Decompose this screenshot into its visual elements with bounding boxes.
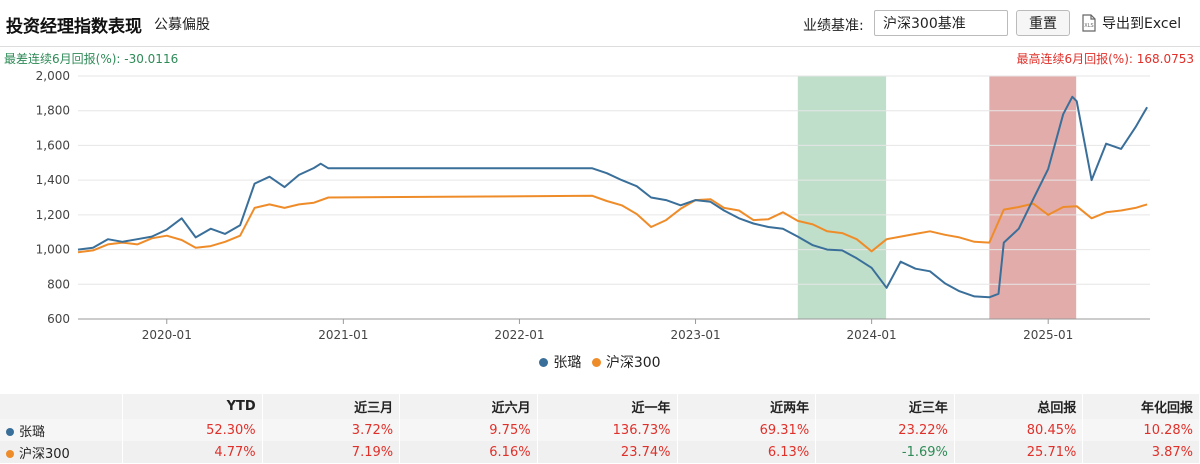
table-cell: 52.30% bbox=[122, 419, 263, 441]
y-tick-label: 1,000 bbox=[36, 243, 70, 257]
table-row: 张璐 52.30% 3.72% 9.75% 136.73% 69.31% 23.… bbox=[0, 419, 1200, 441]
worst-6m-return: 最差连续6月回报(%): -30.0116 bbox=[4, 52, 179, 66]
y-tick-label: 2,000 bbox=[36, 69, 70, 83]
table-cell: 3.87% bbox=[1082, 441, 1200, 463]
performance-chart: 600 800 1,000 1,200 1,400 1,600 1,800 2,000 2020… bbox=[36, 69, 1150, 342]
export-label: 导出到Excel bbox=[1102, 16, 1182, 32]
category-label: 公募偏股 bbox=[154, 17, 210, 33]
y-tick-label: 1,600 bbox=[36, 138, 70, 152]
xls-file-icon: XLS bbox=[1082, 14, 1096, 32]
legend-label-manager: 张璐 bbox=[553, 355, 582, 371]
row-name-cell: 沪深300 bbox=[0, 441, 124, 463]
table-header-3y: 近三年 bbox=[815, 394, 955, 419]
y-tick-label: 1,800 bbox=[36, 104, 70, 118]
series-line-manager bbox=[77, 95, 1148, 299]
legend-dot-index bbox=[591, 357, 601, 367]
y-tick-label: 800 bbox=[47, 277, 70, 291]
row-dot-manager bbox=[6, 427, 14, 436]
table-cell: 23.22% bbox=[815, 419, 955, 441]
table-cell: 10.28% bbox=[1082, 419, 1200, 441]
legend-dot-manager bbox=[539, 357, 549, 367]
table-header-ytd: YTD bbox=[122, 394, 263, 419]
table-cell: 7.19% bbox=[262, 441, 401, 463]
table-header-name bbox=[0, 394, 124, 419]
export-excel-button[interactable]: XLS 导出到Excel bbox=[1080, 13, 1181, 33]
legend-label-index: 沪深300 bbox=[605, 355, 661, 371]
reset-button[interactable]: 重置 bbox=[1016, 10, 1070, 36]
legend-item-index[interactable]: 沪深300 bbox=[591, 352, 661, 372]
page-title: 投资经理指数表现 bbox=[6, 17, 142, 37]
table-header-annualized: 年化回报 bbox=[1082, 394, 1200, 419]
y-tick-label: 600 bbox=[47, 312, 70, 326]
table-cell: 6.16% bbox=[399, 441, 538, 463]
table-cell: 3.72% bbox=[262, 419, 401, 441]
table-cell: 136.73% bbox=[537, 419, 678, 441]
row-name-cell: 张璐 bbox=[0, 419, 124, 441]
worst-period-band bbox=[797, 76, 887, 319]
table-header-row: YTD 近三月 近六月 近一年 近两年 近三年 总回报 年化回报 bbox=[0, 394, 1200, 419]
x-tick-label: 2025-01 bbox=[1023, 328, 1073, 342]
row-name: 张璐 bbox=[19, 424, 46, 440]
x-tick-label: 2023-01 bbox=[670, 328, 720, 342]
series-line-index bbox=[77, 194, 1148, 254]
y-tick-label: 1,400 bbox=[36, 173, 70, 187]
table-header-6m: 近六月 bbox=[399, 394, 538, 419]
performance-table: YTD 近三月 近六月 近一年 近两年 近三年 总回报 年化回报 张璐 52.3… bbox=[0, 394, 1200, 463]
benchmark-input[interactable] bbox=[874, 10, 1008, 36]
table-header-2y: 近两年 bbox=[677, 394, 817, 419]
table-header-3m: 近三月 bbox=[262, 394, 401, 419]
table-cell: 9.75% bbox=[399, 419, 538, 441]
x-tick-label: 2020-01 bbox=[142, 328, 192, 342]
x-tick-label: 2024-01 bbox=[847, 328, 897, 342]
x-tick-label: 2021-01 bbox=[318, 328, 368, 342]
svg-text:XLS: XLS bbox=[1084, 23, 1093, 29]
table-cell: 69.31% bbox=[677, 419, 817, 441]
table-cell: 4.77% bbox=[122, 441, 263, 463]
table-header-1y: 近一年 bbox=[537, 394, 678, 419]
best-6m-return: 最高连续6月回报(%): 168.0753 bbox=[1016, 52, 1194, 66]
row-name: 沪深300 bbox=[19, 446, 70, 462]
table-cell: 23.74% bbox=[537, 441, 678, 463]
benchmark-label: 业绩基准: bbox=[803, 18, 864, 34]
table-cell: 80.45% bbox=[954, 419, 1084, 441]
chart-legend: 张璐 沪深300 bbox=[0, 352, 1200, 372]
table-header-total: 总回报 bbox=[954, 394, 1084, 419]
x-tick-label: 2022-01 bbox=[494, 328, 544, 342]
table-cell: -1.69% bbox=[815, 441, 955, 463]
row-dot-index bbox=[6, 449, 14, 458]
y-tick-label: 1,200 bbox=[36, 208, 70, 222]
legend-item-manager[interactable]: 张璐 bbox=[539, 352, 581, 372]
table-cell: 25.71% bbox=[954, 441, 1084, 463]
header-bar: 投资经理指数表现 公募偏股 业绩基准: 重置 XLS 导出到Excel bbox=[0, 0, 1200, 47]
table-cell: 6.13% bbox=[677, 441, 817, 463]
table-row: 沪深300 4.77% 7.19% 6.16% 23.74% 6.13% -1.… bbox=[0, 441, 1200, 463]
